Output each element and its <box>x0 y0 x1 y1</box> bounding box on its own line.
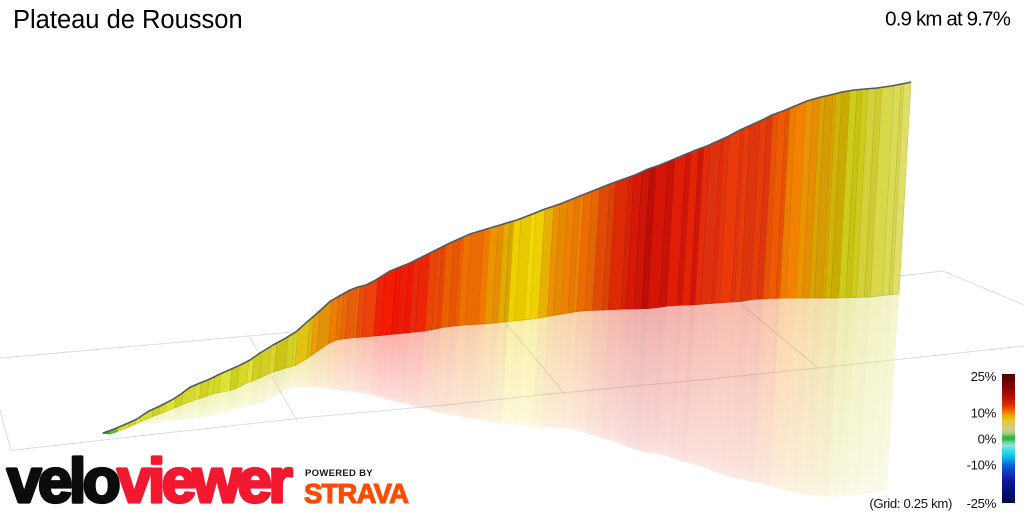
svg-text:(Grid: 0.25 km): (Grid: 0.25 km) <box>869 496 952 511</box>
svg-text:POWERED BY: POWERED BY <box>305 468 373 479</box>
svg-text:25%: 25% <box>971 369 997 384</box>
svg-text:0%: 0% <box>978 432 997 447</box>
svg-text:-10%: -10% <box>967 458 997 473</box>
svg-text:Plateau de Rousson: Plateau de Rousson <box>13 6 243 34</box>
svg-text:10%: 10% <box>971 406 997 421</box>
svg-text:0.9 km at 9.7%: 0.9 km at 9.7% <box>885 8 1010 31</box>
svg-text:-25%: -25% <box>967 496 997 511</box>
svg-text:veloviewer: veloviewer <box>7 447 292 512</box>
svg-text:STRAVA: STRAVA <box>304 478 409 509</box>
